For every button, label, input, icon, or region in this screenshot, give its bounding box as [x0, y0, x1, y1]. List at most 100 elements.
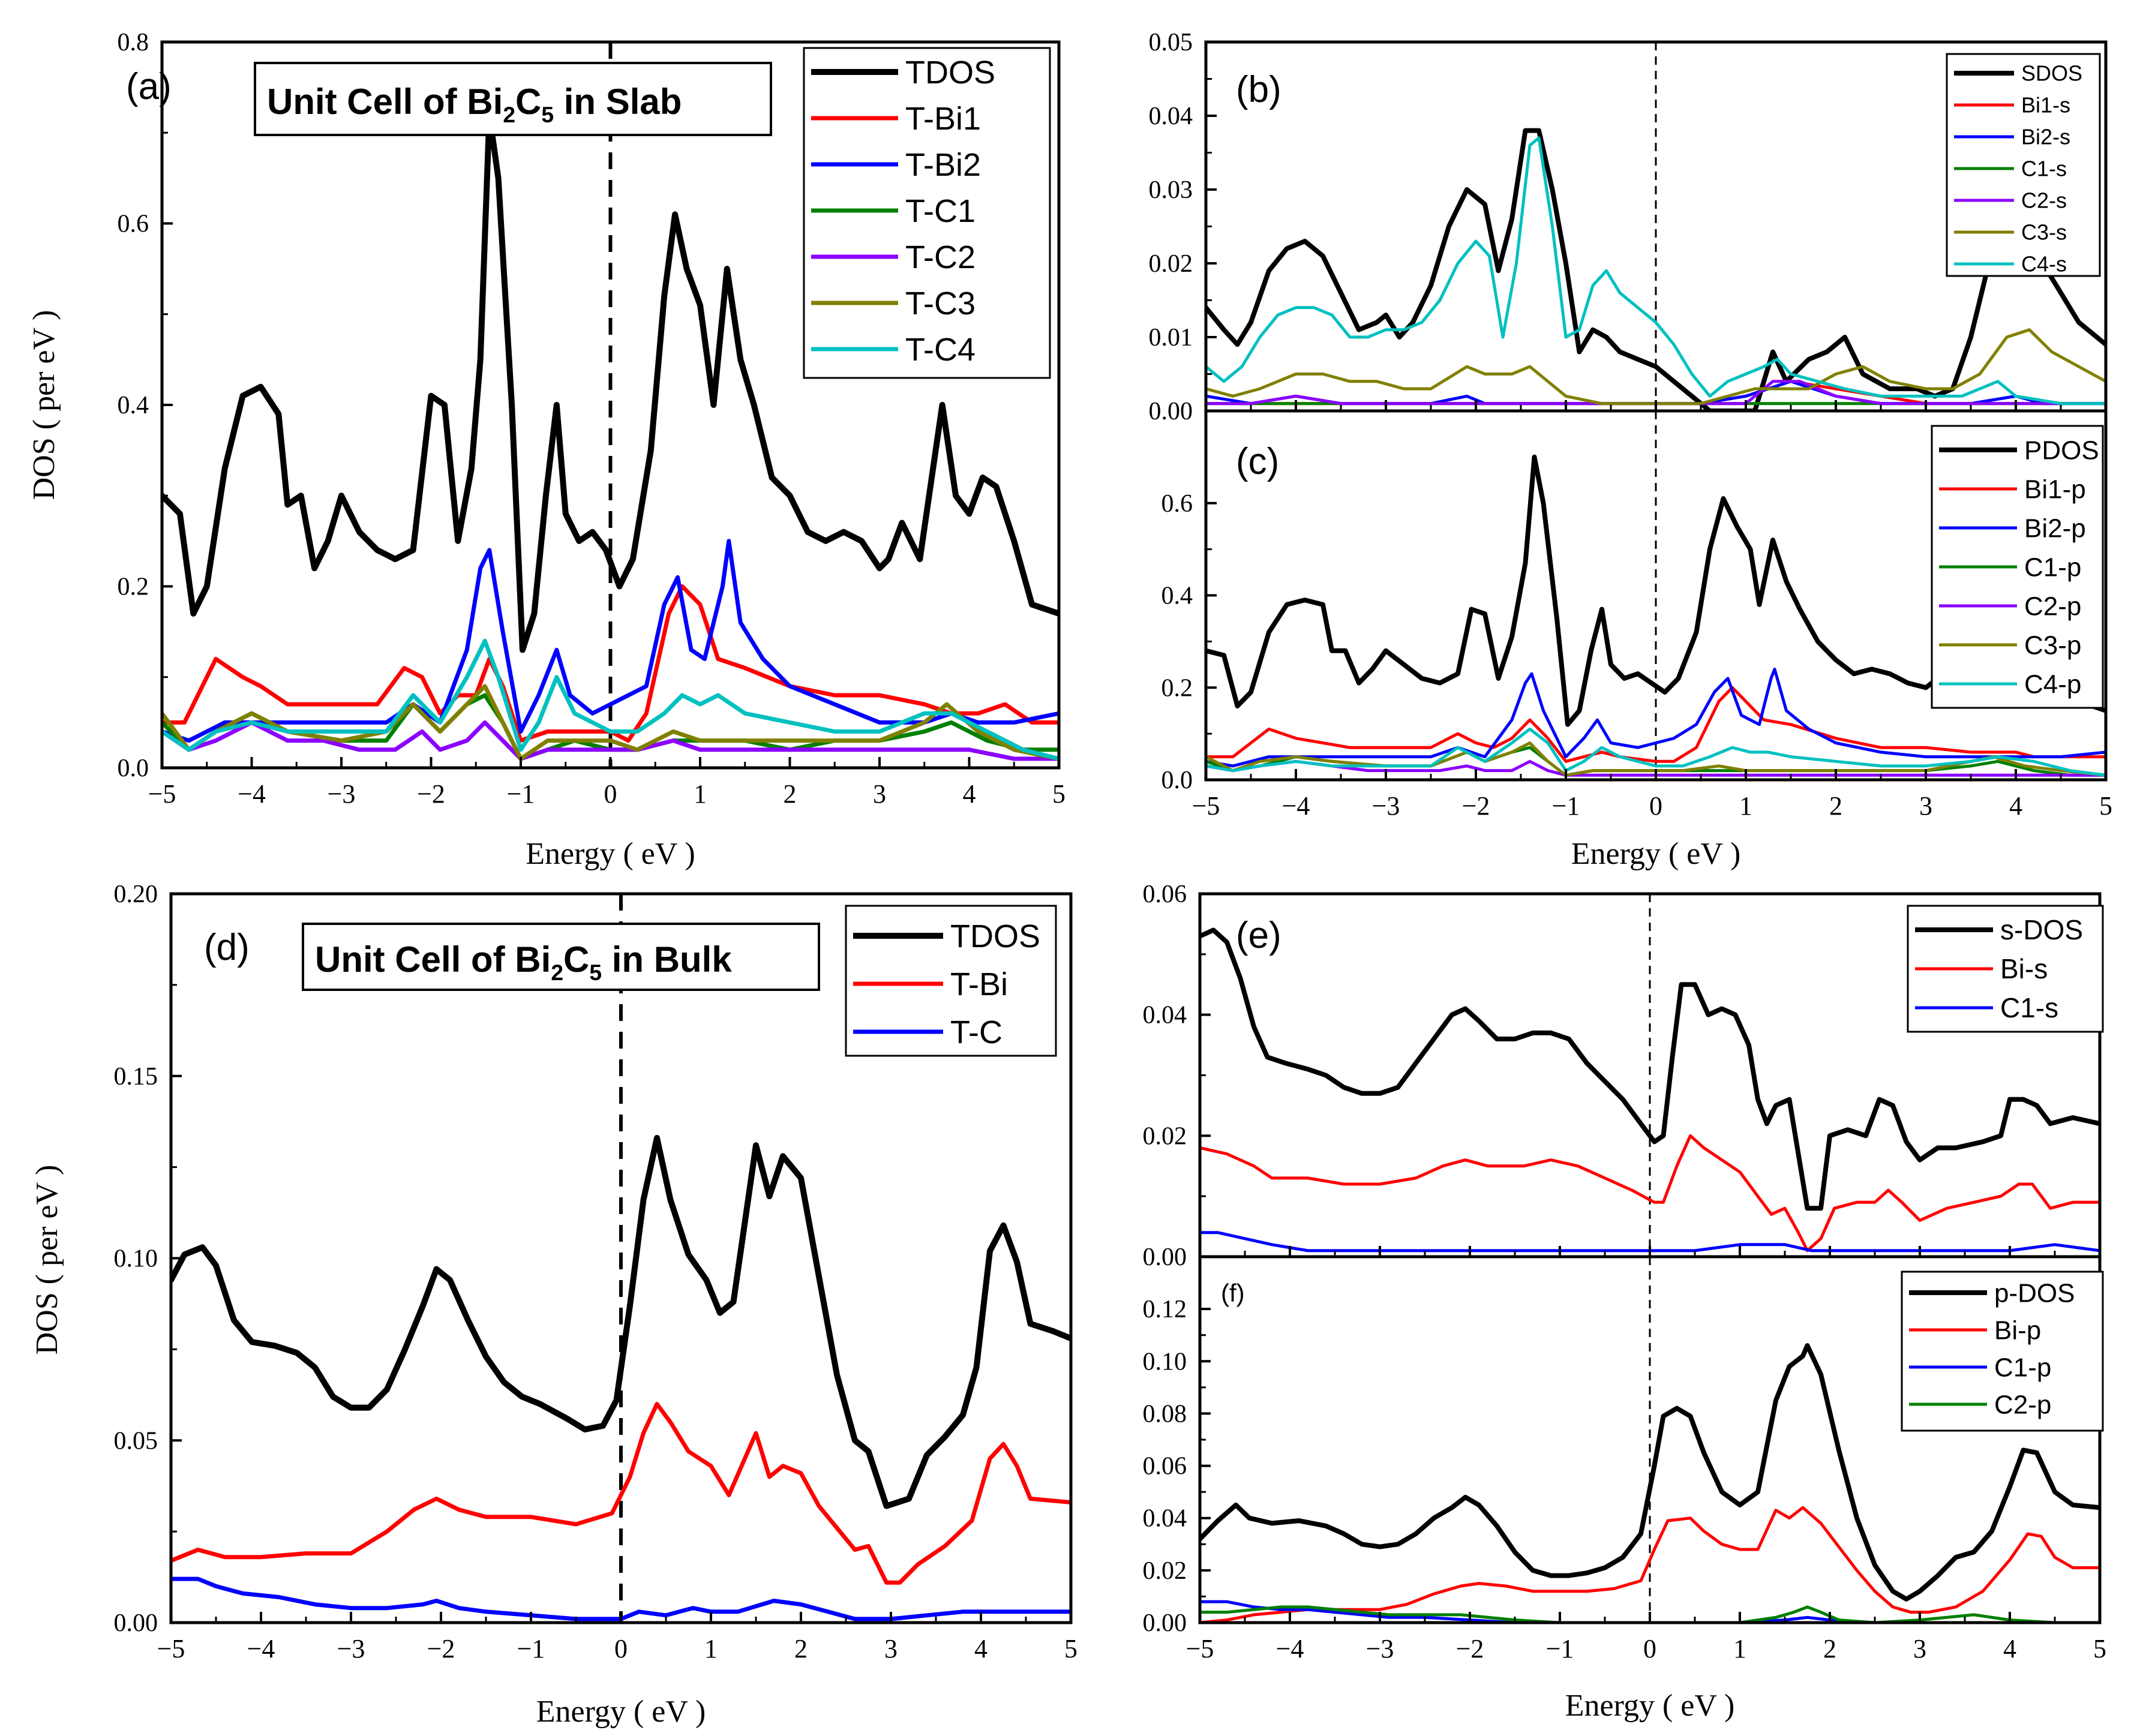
legend-label: Bi-s — [2000, 953, 2048, 984]
legend-label: PDOS — [2024, 435, 2099, 465]
x-tick-label: 3 — [873, 779, 886, 809]
legend-box — [803, 47, 1051, 379]
title-box — [254, 62, 772, 136]
title-part: Unit Cell of Bi — [315, 939, 551, 980]
x-tick-label: 0 — [604, 779, 617, 809]
y-tick-label: 0.15 — [114, 1063, 158, 1091]
legend-label: C1-p — [2024, 552, 2081, 582]
legend-label: T-C3 — [905, 286, 976, 322]
legend-label: T-C — [950, 1014, 1003, 1050]
x-tick-label: 4 — [2009, 791, 2022, 821]
x-tick-label: 1 — [704, 1634, 718, 1663]
y-tick-label: 0.03 — [1149, 176, 1193, 204]
title-part: C — [563, 939, 589, 980]
y-tick-label: 0.12 — [1143, 1296, 1187, 1323]
x-tick-label: 5 — [1064, 1634, 1077, 1663]
legend-label: C1-p — [1994, 1353, 2051, 1382]
x-tick-label: 3 — [1913, 1634, 1926, 1663]
x-tick-label: −1 — [1552, 791, 1580, 821]
x-tick-label: 3 — [884, 1634, 898, 1663]
x-tick-label: 3 — [1919, 791, 1932, 821]
series-line-sdos — [1206, 128, 2106, 411]
y-tick-label: 0.02 — [1143, 1557, 1187, 1585]
series-group — [171, 1135, 1071, 1621]
y-tick-label: 0.06 — [1143, 1453, 1187, 1480]
panel-d: 0.00 0.05 0.10 0.15 0.20 −5 −4 −3 −2 −1 0 1 2 3 4 5 Ener… — [30, 881, 1077, 1729]
legend-label: TDOS — [950, 918, 1040, 954]
series-line-c4-s — [1206, 136, 2106, 406]
y-tick-label: 0.10 — [1143, 1348, 1187, 1375]
series-line-tdos — [162, 112, 1059, 653]
y-tick-label: 0.05 — [114, 1427, 158, 1455]
x-tick-label: −3 — [1372, 791, 1400, 821]
series-line-t-c3 — [162, 684, 1059, 761]
legend-label: Bi2-s — [2021, 125, 2070, 149]
x-axis-label: Energy ( eV ) — [526, 837, 695, 871]
y-tick-label: 0.8 — [118, 29, 149, 56]
legend-label: C2-s — [2021, 188, 2067, 213]
y-tick-label: 0.00 — [1143, 1609, 1187, 1637]
title-subscript: 2 — [551, 960, 563, 985]
legend-box — [1946, 53, 2101, 277]
legend-label: Bi1-p — [2024, 474, 2086, 504]
legend-label: T-Bi — [950, 966, 1008, 1002]
y-tick-label: 0.02 — [1149, 250, 1193, 278]
y-tick-label: 0.04 — [1149, 103, 1193, 130]
x-tick-label: 0 — [1643, 1634, 1656, 1663]
x-axis-label: Energy ( eV ) — [1565, 1689, 1735, 1723]
y-tick-label: 0.00 — [1149, 398, 1193, 425]
legend-label: C4-p — [2024, 669, 2081, 699]
series-line-c3-p — [1206, 741, 2106, 777]
title-subscript: 2 — [503, 102, 515, 127]
panel-label: (a) — [126, 66, 172, 107]
y-tick-label: 0.4 — [1161, 582, 1193, 610]
x-tick-label: 5 — [1052, 779, 1066, 809]
x-tick-label: −5 — [148, 779, 176, 809]
x-tick-label: −5 — [1186, 1634, 1214, 1663]
x-tick-label: −3 — [1366, 1634, 1394, 1663]
x-tick-label: 4 — [2003, 1634, 2016, 1663]
x-tick-label: 2 — [1829, 791, 1842, 821]
legend-label: SDOS — [2021, 61, 2082, 86]
series-line-tdos — [171, 1135, 1071, 1509]
legend-label: C4-s — [2021, 252, 2067, 277]
legend-label: T-C2 — [905, 239, 976, 275]
legend-label: C2-p — [1994, 1390, 2051, 1419]
title-part: C — [515, 82, 541, 122]
x-tick-label: 1 — [1733, 1634, 1746, 1663]
x-tick-label: −2 — [427, 1634, 455, 1663]
y-tick-label: 0.6 — [118, 211, 149, 238]
legend-label: C1-s — [2000, 992, 2058, 1023]
series-line-c1-s — [1200, 1231, 2100, 1253]
series-line-bi-p — [1200, 1506, 2100, 1623]
x-tick-label: 4 — [974, 1634, 988, 1663]
series-line-t-bi2 — [162, 539, 1059, 743]
x-tick-label: −1 — [517, 1634, 545, 1663]
y-tick-label: 0.04 — [1143, 1505, 1187, 1533]
title-part: in Slab — [554, 82, 682, 122]
series-group — [162, 112, 1059, 761]
legend-label: s-DOS — [2000, 914, 2083, 945]
series-line-t-bi1 — [162, 584, 1059, 743]
y-tick-label: 0.00 — [1143, 1244, 1187, 1271]
title-part: Unit Cell of Bi — [267, 82, 503, 122]
panel-a: 0.0 0.2 0.4 0.6 0.8 −5 −4 −3 −2 −1 0 1 2 3 4 5 Energy ( … — [27, 29, 1066, 871]
series-line-s-dos — [1200, 927, 2100, 1211]
series-line-t-c2 — [162, 720, 1059, 761]
panel-label: (c) — [1236, 441, 1279, 482]
y-tick-label: 0.00 — [114, 1609, 158, 1637]
title-subscript: 5 — [541, 102, 554, 127]
x-tick-label: 0 — [614, 1634, 628, 1663]
x-tick-label: −3 — [337, 1634, 365, 1663]
legend-label: Bi1-s — [2021, 93, 2070, 118]
title-subscript: 5 — [589, 960, 602, 985]
series-line-t-c4 — [162, 638, 1059, 761]
panel-label: (f) — [1221, 1279, 1245, 1307]
y-tick-label: 0.04 — [1143, 1002, 1187, 1029]
y-tick-label: 0.10 — [114, 1245, 158, 1273]
x-tick-label: −1 — [1546, 1634, 1574, 1663]
series-line-c4-p — [1206, 727, 2106, 777]
x-tick-label: −5 — [157, 1634, 185, 1663]
x-axis-label: Energy ( eV ) — [536, 1695, 706, 1729]
series-line-p-dos — [1200, 1343, 2100, 1602]
